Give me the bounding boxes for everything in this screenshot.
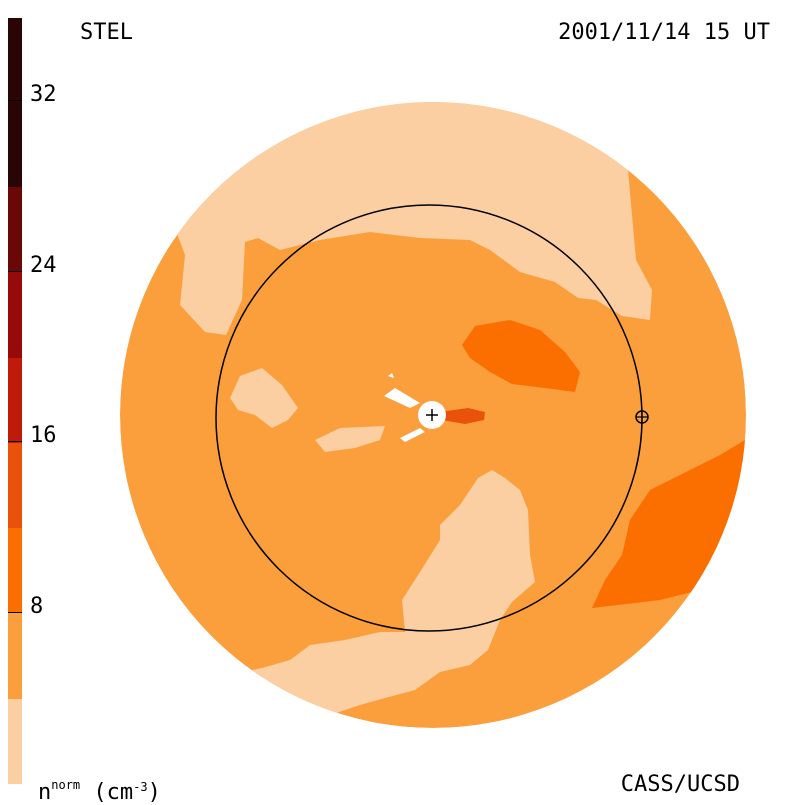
- dark-blob-center-right: [462, 320, 580, 392]
- instrument-label: STEL: [80, 20, 133, 45]
- credit-label: CASS/UCSD: [620, 772, 740, 797]
- sun-wedge-lower: [400, 428, 425, 442]
- sun-icon: [418, 401, 446, 429]
- colorbar-tick-32: [8, 100, 22, 101]
- colorbar-tick-8: [8, 612, 22, 613]
- light-region-top: [120, 102, 740, 335]
- colorbar-tick-16: [8, 441, 22, 442]
- colorbar-band-4: [8, 357, 22, 443]
- light-region-bottom: [230, 470, 535, 728]
- colorbar-band-6: [8, 186, 22, 273]
- colorbar-band-5: [8, 272, 22, 358]
- colorbar-label-8: 8: [30, 594, 44, 619]
- dark-streak-sun: [440, 408, 485, 424]
- sun-wedge-tiny: [388, 373, 394, 378]
- light-streak: [315, 426, 385, 452]
- colorbar-band-3: [8, 442, 22, 529]
- colorbar-band-0: [8, 698, 22, 784]
- colorbar-label-16: 16: [30, 423, 57, 448]
- colorbar-label-24: 24: [30, 253, 57, 278]
- quantity-symbol: n: [38, 780, 52, 805]
- colorbar-band-2: [8, 528, 22, 614]
- colorbar: [8, 18, 22, 784]
- colorbar-band-7: [8, 18, 22, 187]
- light-blob-left: [230, 368, 298, 428]
- colorbar-label-32: 32: [30, 82, 57, 107]
- quantity-superscript: norm: [51, 778, 81, 792]
- unit-text: (cm-3): [93, 780, 161, 805]
- colorbar-band-1: [8, 613, 22, 699]
- earth-icon: [635, 410, 649, 424]
- colorbar-tick-24: [8, 271, 22, 272]
- sun-wedge-upper: [384, 388, 420, 408]
- colorbar-unit-label: nnorm (cm-3): [38, 774, 161, 804]
- datetime-label: 2001/11/14 15 UT: [558, 20, 770, 45]
